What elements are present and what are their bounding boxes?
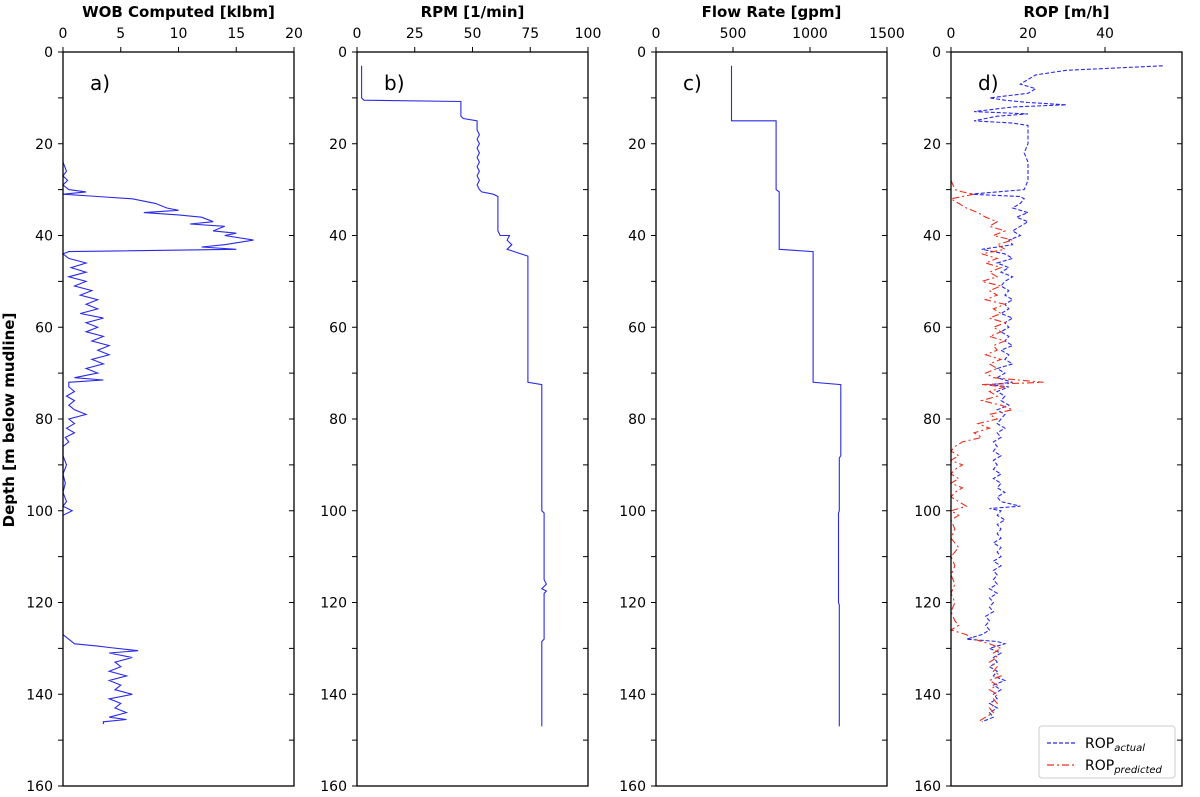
panel-title: WOB Computed [klbm] — [82, 3, 275, 21]
y-tick-label: 60 — [923, 320, 941, 336]
y-tick-label: 40 — [923, 229, 941, 245]
y-tick-label: 0 — [637, 45, 646, 61]
x-tick-label: 25 — [406, 26, 424, 42]
y-tick-label: 80 — [35, 412, 53, 428]
series-line-1 — [361, 65, 548, 727]
y-tick-label: 100 — [320, 504, 347, 520]
x-tick-label: 50 — [464, 26, 482, 42]
y-tick-label: 120 — [619, 596, 646, 612]
x-tick-label: 1500 — [869, 26, 905, 42]
y-tick-label: 60 — [35, 320, 53, 336]
panel-label: d) — [978, 71, 999, 95]
y-tick-label: 80 — [329, 412, 347, 428]
y-tick-label: 60 — [329, 320, 347, 336]
y-tick-label: 0 — [338, 45, 347, 61]
x-tick-label: 10 — [170, 26, 188, 42]
x-tick-label: 20 — [285, 26, 303, 42]
x-tick-label: 1000 — [792, 26, 828, 42]
plot-frame — [356, 51, 589, 787]
y-tick-label: 100 — [619, 504, 646, 520]
panel-label: c) — [683, 71, 702, 95]
y-tick-label: 140 — [914, 687, 941, 703]
panel-title: RPM [1/min] — [421, 3, 525, 21]
panel-title: Flow Rate [gpm] — [702, 3, 842, 21]
y-tick-label: 120 — [320, 596, 347, 612]
y-tick-label: 100 — [26, 504, 53, 520]
x-tick-label: 15 — [227, 26, 245, 42]
y-tick-label: 160 — [619, 779, 646, 795]
panel-4: ROP [m/h] 0 20 40 0 20 40 60 80 100 120 140 160 d) ROP… — [914, 3, 1183, 795]
y-tick-label: 80 — [923, 412, 941, 428]
y-tick-label: 100 — [914, 504, 941, 520]
panel-title: ROP [m/h] — [1023, 3, 1109, 21]
panel-2: RPM [1/min] 0 25 50 75 100 0 20 40 60 80 100 120 140 1… — [320, 3, 601, 795]
y-tick-label: 160 — [26, 779, 53, 795]
y-tick-label: 140 — [320, 687, 347, 703]
x-tick-label: 75 — [521, 26, 539, 42]
series-line-1 — [61, 161, 254, 725]
x-tick-label: 40 — [1096, 26, 1114, 42]
panel-label: b) — [384, 71, 405, 95]
y-tick-label: 80 — [628, 412, 646, 428]
panel-1: WOB Computed [klbm] 0 5 10 15 20 0 20 40 60 80 100 1… — [26, 3, 303, 795]
x-tick-label: 20 — [1019, 26, 1037, 42]
plot-frame — [655, 51, 888, 787]
x-tick-label: 0 — [947, 26, 956, 42]
legend-entry: ROPpredicted — [1085, 758, 1163, 776]
depth-axis-label: Depth [m below mudline] — [0, 313, 18, 528]
y-tick-label: 120 — [26, 596, 53, 612]
series-line-predicted — [949, 180, 1044, 723]
y-tick-label: 140 — [26, 687, 53, 703]
panel-3: Flow Rate [gpm] 0 500 1000 1500 0 20 40 60 80 100 1… — [619, 3, 905, 795]
plot-frame — [950, 51, 1183, 787]
y-tick-label: 0 — [932, 45, 941, 61]
panel-label: a) — [90, 71, 110, 95]
x-tick-label: 500 — [720, 26, 747, 42]
y-tick-label: 20 — [628, 137, 646, 153]
y-tick-label: 160 — [320, 779, 347, 795]
y-tick-label: 0 — [44, 45, 53, 61]
y-tick-label: 20 — [35, 137, 53, 153]
y-tick-label: 20 — [329, 137, 347, 153]
y-tick-label: 140 — [619, 687, 646, 703]
y-tick-label: 40 — [628, 229, 646, 245]
y-tick-label: 20 — [923, 137, 941, 153]
y-tick-label: 120 — [914, 596, 941, 612]
y-tick-label: 60 — [628, 320, 646, 336]
x-tick-label: 0 — [353, 26, 362, 42]
y-tick-label: 160 — [914, 779, 941, 795]
y-tick-label: 40 — [35, 229, 53, 245]
y-tick-label: 40 — [329, 229, 347, 245]
series-line-actual — [966, 65, 1163, 723]
x-tick-label: 0 — [652, 26, 661, 42]
x-tick-label: 0 — [59, 26, 68, 42]
x-tick-label: 100 — [575, 26, 602, 42]
series-line-1 — [730, 65, 842, 727]
legend-entry: ROPactual — [1085, 736, 1145, 754]
plot-frame — [62, 51, 295, 787]
legend: ROPactual ROPpredicted — [1038, 725, 1176, 779]
x-tick-label: 5 — [116, 26, 125, 42]
